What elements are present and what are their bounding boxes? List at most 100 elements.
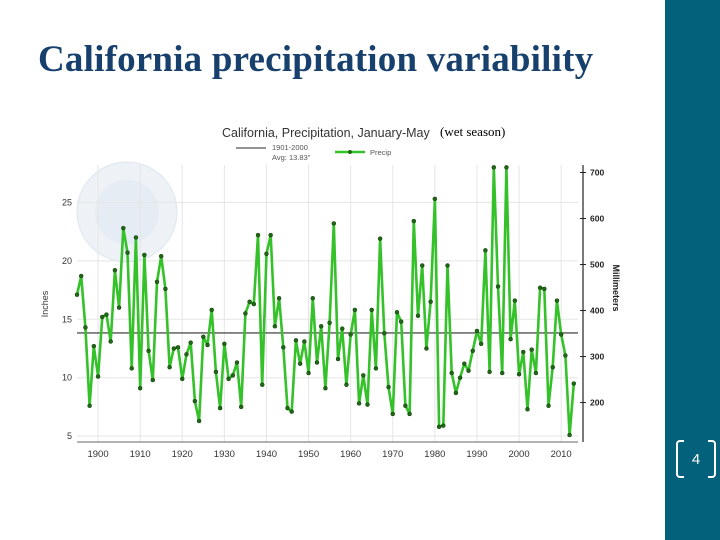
y-tick-label: 25: [62, 197, 72, 207]
precip-data-point: [508, 336, 513, 342]
precip-data-point: [192, 398, 198, 404]
precip-data-point: [91, 343, 97, 349]
legend-precip-marker: [348, 150, 352, 154]
precip-data-point: [428, 299, 433, 304]
precip-data-point: [142, 252, 147, 258]
precip-data-point: [281, 345, 286, 350]
precip-data-point: [356, 401, 362, 406]
precip-data-point: [289, 409, 294, 414]
precip-data-point: [293, 338, 299, 343]
y-tick-label: 10: [62, 373, 72, 383]
right-bracket-shape: [708, 440, 716, 478]
precip-data-point: [483, 248, 488, 253]
precip-data-point: [394, 310, 400, 315]
x-tick-label: 1980: [424, 449, 445, 460]
precip-data-point: [87, 403, 92, 409]
precip-data-point: [352, 307, 358, 313]
precip-data-point: [243, 311, 248, 316]
precip-data-point: [259, 382, 265, 387]
precip-data-point: [478, 341, 484, 347]
precip-data-point: [125, 250, 130, 255]
x-tick-label: 1950: [298, 449, 319, 460]
precip-data-point: [137, 385, 143, 391]
precip-data-point: [474, 328, 480, 334]
precip-data-point: [453, 390, 459, 396]
precip-data-point: [529, 347, 534, 352]
precip-data-point: [112, 267, 118, 273]
precip-data-point: [466, 368, 471, 373]
precip-data-point: [154, 279, 160, 285]
precip-data-point: [238, 404, 244, 410]
precip-data-point: [222, 341, 227, 347]
precip-data-point: [542, 286, 547, 292]
precip-data-point: [129, 366, 134, 371]
precip-data-point: [163, 286, 168, 292]
precip-data-point: [554, 298, 560, 303]
precip-data-point: [158, 253, 164, 259]
precip-data-point: [264, 251, 269, 257]
precip-data-point: [525, 407, 530, 412]
precip-data-point: [512, 298, 518, 303]
precip-data-point: [436, 424, 442, 430]
precip-data-point: [180, 376, 185, 382]
precip-data-point: [171, 346, 177, 351]
y2-tick-label: 200: [590, 398, 604, 408]
precip-data-point: [373, 366, 379, 371]
precip-data-point: [377, 236, 383, 241]
precip-data-point: [521, 349, 526, 355]
precip-data-point: [411, 218, 417, 224]
precip-data-point: [546, 403, 551, 409]
precip-data-point: [331, 221, 337, 226]
precip-data-point: [445, 263, 450, 268]
precip-data-point: [314, 360, 320, 365]
precip-data-point: [462, 361, 467, 366]
precip-data-point: [318, 324, 324, 329]
precip-data-point: [432, 196, 438, 202]
precip-data-point: [121, 225, 126, 231]
precip-data-point: [499, 370, 505, 376]
y2-tick-label: 600: [590, 214, 604, 224]
y-tick-label: 5: [67, 431, 72, 441]
page-number: 4: [691, 451, 701, 468]
legend-average-value: Avg: 13.83": [272, 153, 311, 162]
precip-data-point: [361, 373, 366, 378]
y2-tick-label: 400: [590, 306, 604, 316]
noaa-logo-inner: [95, 180, 159, 244]
y2-tick-label: 700: [590, 167, 604, 177]
precip-data-point: [247, 299, 252, 304]
precip-data-point: [188, 340, 193, 345]
left-bracket-shape: [676, 440, 684, 478]
precip-data-point: [533, 370, 539, 376]
x-tick-label: 1960: [340, 449, 361, 460]
precip-data-point: [205, 342, 210, 348]
chart-title: California, Precipitation, January-May: [222, 126, 430, 140]
precip-data-point: [150, 377, 156, 383]
precip-data-point: [95, 374, 101, 379]
x-tick-label: 1990: [466, 449, 487, 460]
precip-data-point: [403, 403, 408, 409]
wet-season-annotation: (wet season): [440, 124, 506, 140]
y-axis-label: Inches: [40, 290, 50, 317]
legend-average-label: 1901-2000: [272, 143, 308, 152]
precip-data-point: [184, 352, 189, 357]
precip-data-point: [365, 402, 370, 407]
precip-data-point: [272, 324, 278, 329]
precip-data-point: [386, 384, 391, 390]
x-tick-label: 1910: [130, 449, 151, 460]
precip-data-point: [457, 375, 463, 380]
precip-data-point: [344, 382, 349, 387]
x-tick-label: 2010: [551, 449, 572, 460]
x-tick-label: 2000: [508, 449, 529, 460]
precip-data-point: [209, 307, 214, 313]
precip-data-point: [390, 411, 396, 417]
precip-data-point: [251, 301, 257, 307]
precip-data-point: [167, 364, 172, 370]
precip-data-point: [537, 285, 543, 290]
precip-data-point: [302, 339, 307, 344]
precip-data-point: [491, 165, 497, 170]
precip-data-point: [74, 292, 80, 297]
precip-data-point: [255, 232, 261, 238]
page-number-badge: 4: [676, 438, 716, 482]
precip-data-point: [516, 371, 522, 377]
precip-data-point: [196, 418, 202, 424]
